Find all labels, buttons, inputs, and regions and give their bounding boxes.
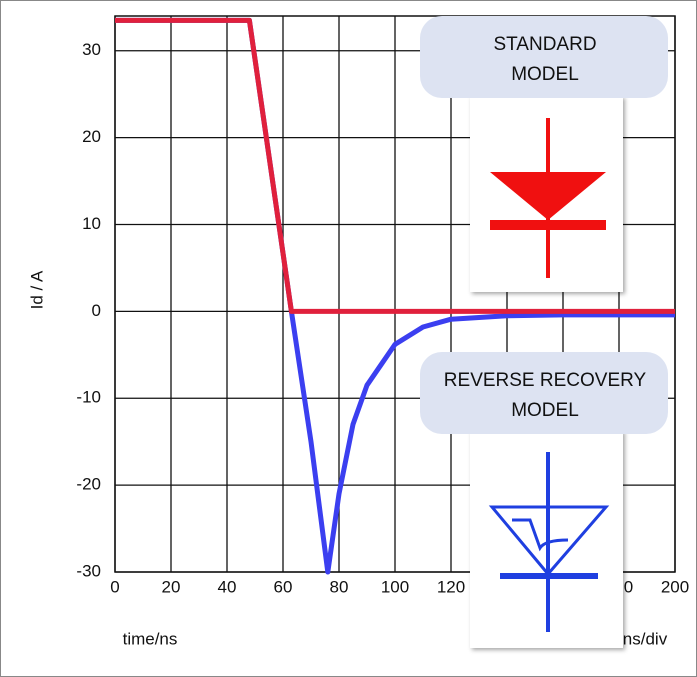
y-tick-label: 20 (82, 127, 101, 146)
y-tick-label: 30 (82, 40, 101, 59)
x-tick-label: 120 (437, 577, 465, 596)
x-tick-label: 60 (274, 577, 293, 596)
y-tick-label: -10 (76, 388, 101, 407)
reverse-label-box (420, 352, 668, 434)
standard-label-box (420, 16, 668, 98)
reverse-label: REVERSE RECOVERY MODEL (444, 370, 647, 421)
x-tick-label: 0 (110, 577, 119, 596)
x-axis-label: time/ns (123, 629, 178, 648)
x-tick-label: 40 (218, 577, 237, 596)
x-tick-label: 80 (330, 577, 349, 596)
y-tick-label: 10 (82, 214, 101, 233)
plot-border (114, 15, 676, 573)
y-tick-label: 0 (92, 301, 101, 320)
x-tick-label: 200 (661, 577, 689, 596)
series-line (115, 17, 675, 575)
series-line (115, 17, 675, 314)
standard-label: STANDARD MODEL (493, 34, 596, 85)
y-tick-label: -20 (76, 475, 101, 494)
x-tick-label: 20 (162, 577, 181, 596)
y-tick-label: -30 (76, 561, 101, 580)
x-tick-label: 100 (381, 577, 409, 596)
reverse-diode-icon (488, 452, 610, 632)
standard-diode-icon (490, 118, 606, 278)
x-scale-label: ns/div (623, 629, 668, 648)
y-axis-label: Id / A (27, 270, 46, 309)
